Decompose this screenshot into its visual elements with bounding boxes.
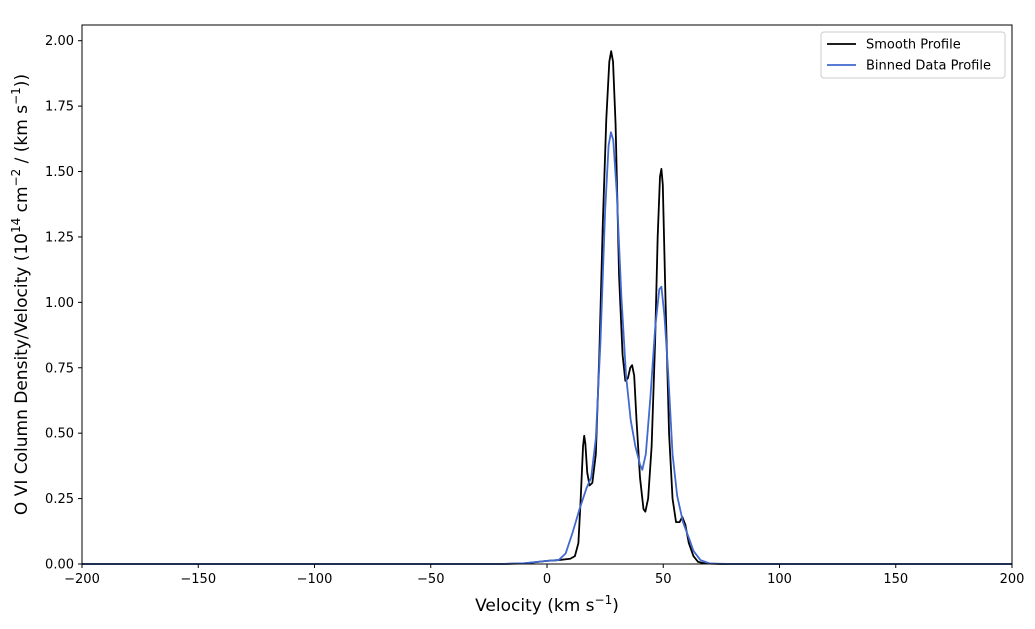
y-tick-label: 1.25 [45,230,74,245]
y-tick-label: 0.25 [45,492,74,507]
y-tick-label: 1.75 [45,100,74,115]
legend-box [820,31,1006,79]
y-axis-title-mid: cm [12,186,32,217]
y-axis-title-sup3: −1 [9,87,23,105]
series-line-smooth-profile [82,50,1012,565]
x-tick-label: 200 [1000,572,1025,587]
y-axis-title-sup2: −2 [9,169,23,187]
y-axis: 0.00 0.25 0.50 0.75 1.00 1.25 1.50 1.75 2.00 [45,34,82,573]
x-tick-label: −200 [64,572,100,587]
x-tick-label: −50 [417,572,444,587]
y-axis-title-mid2: / (km s [12,105,32,169]
y-axis-title: O VI Column Density/Velocity (1014 cm−2 … [9,74,32,515]
x-tick-label: 150 [883,572,908,587]
y-tick-label: 0.75 [45,361,74,376]
legend: Smooth Profile Binned Data Profile [820,31,1006,79]
series-layer [82,50,1012,565]
y-tick-label: 1.00 [45,296,74,311]
x-axis-title-sup: −1 [595,593,613,607]
y-axis-title-end: )) [12,74,32,87]
legend-label-smooth-profile: Smooth Profile [866,38,961,53]
y-axis-title-sup1: 14 [9,218,23,233]
x-tick-label: −100 [297,572,333,587]
x-tick-label: 0 [543,572,551,587]
x-tick-label: 50 [655,572,672,587]
y-tick-label: 2.00 [45,34,74,49]
y-tick-label: 1.50 [45,165,74,180]
y-tick-label: 0.00 [45,558,74,573]
x-tick-label: −150 [180,572,216,587]
x-tick-label: 100 [767,572,792,587]
x-axis-title: Velocity (km s−1) [475,593,619,616]
x-axis-title-end: ) [612,596,619,616]
x-axis: −200 −150 −100 −50 0 50 100 150 200 [64,564,1024,587]
legend-label-binned-data-profile: Binned Data Profile [866,59,991,74]
y-tick-label: 0.50 [45,427,74,442]
y-axis-title-main: O VI Column Density/Velocity (10 [12,233,32,515]
x-axis-title-main: Velocity (km s [475,596,595,616]
series-line-binned-data-profile [82,131,1012,565]
